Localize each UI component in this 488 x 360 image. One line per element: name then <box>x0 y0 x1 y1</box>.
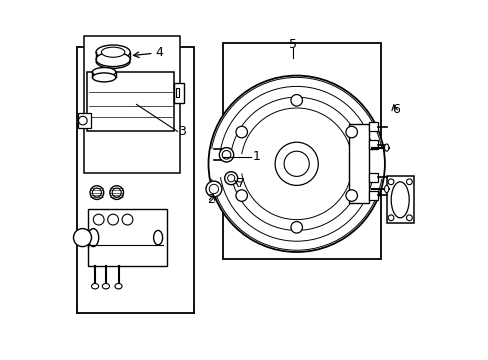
Bar <box>88 209 167 266</box>
Ellipse shape <box>390 182 408 218</box>
Circle shape <box>284 151 309 176</box>
Bar <box>87 72 173 131</box>
Ellipse shape <box>112 188 121 197</box>
Ellipse shape <box>91 284 99 289</box>
Bar <box>368 140 377 149</box>
Text: 2: 2 <box>206 193 214 206</box>
Circle shape <box>205 181 222 197</box>
Circle shape <box>236 126 247 138</box>
Circle shape <box>387 215 393 221</box>
Bar <box>386 176 413 223</box>
Circle shape <box>387 179 393 185</box>
Bar <box>223 43 381 259</box>
Circle shape <box>345 126 357 138</box>
Ellipse shape <box>102 284 109 289</box>
Ellipse shape <box>92 188 101 197</box>
Ellipse shape <box>153 230 163 245</box>
Text: 5: 5 <box>288 38 297 51</box>
Circle shape <box>236 190 247 201</box>
Circle shape <box>275 142 318 185</box>
Circle shape <box>219 148 233 162</box>
Text: 4: 4 <box>155 46 163 59</box>
Circle shape <box>209 184 218 194</box>
Circle shape <box>107 214 118 225</box>
Ellipse shape <box>384 185 388 193</box>
Circle shape <box>290 221 302 233</box>
Circle shape <box>406 215 411 221</box>
Bar <box>78 113 91 128</box>
Circle shape <box>290 95 302 106</box>
Circle shape <box>208 76 384 252</box>
Ellipse shape <box>90 186 103 199</box>
Ellipse shape <box>96 45 130 59</box>
Circle shape <box>224 172 237 185</box>
Text: 6: 6 <box>391 103 399 116</box>
Circle shape <box>73 229 91 247</box>
Text: 1: 1 <box>252 150 260 163</box>
Bar <box>348 124 368 203</box>
Ellipse shape <box>92 73 116 82</box>
Bar <box>368 191 377 200</box>
Ellipse shape <box>115 284 122 289</box>
Ellipse shape <box>110 186 123 199</box>
Circle shape <box>93 214 104 225</box>
Bar <box>173 83 184 103</box>
Circle shape <box>222 150 230 159</box>
Circle shape <box>345 190 357 201</box>
Bar <box>77 47 194 313</box>
Text: 7: 7 <box>237 177 245 190</box>
Ellipse shape <box>96 52 130 67</box>
Ellipse shape <box>88 229 99 247</box>
Circle shape <box>122 214 133 225</box>
Bar <box>368 122 377 131</box>
Bar <box>175 88 179 97</box>
Bar <box>84 36 179 173</box>
Ellipse shape <box>384 144 388 151</box>
Ellipse shape <box>101 47 124 57</box>
Circle shape <box>79 116 87 125</box>
Circle shape <box>227 175 234 182</box>
Ellipse shape <box>92 68 116 77</box>
Bar <box>368 173 377 182</box>
Text: 3: 3 <box>178 125 186 138</box>
Circle shape <box>406 179 411 185</box>
